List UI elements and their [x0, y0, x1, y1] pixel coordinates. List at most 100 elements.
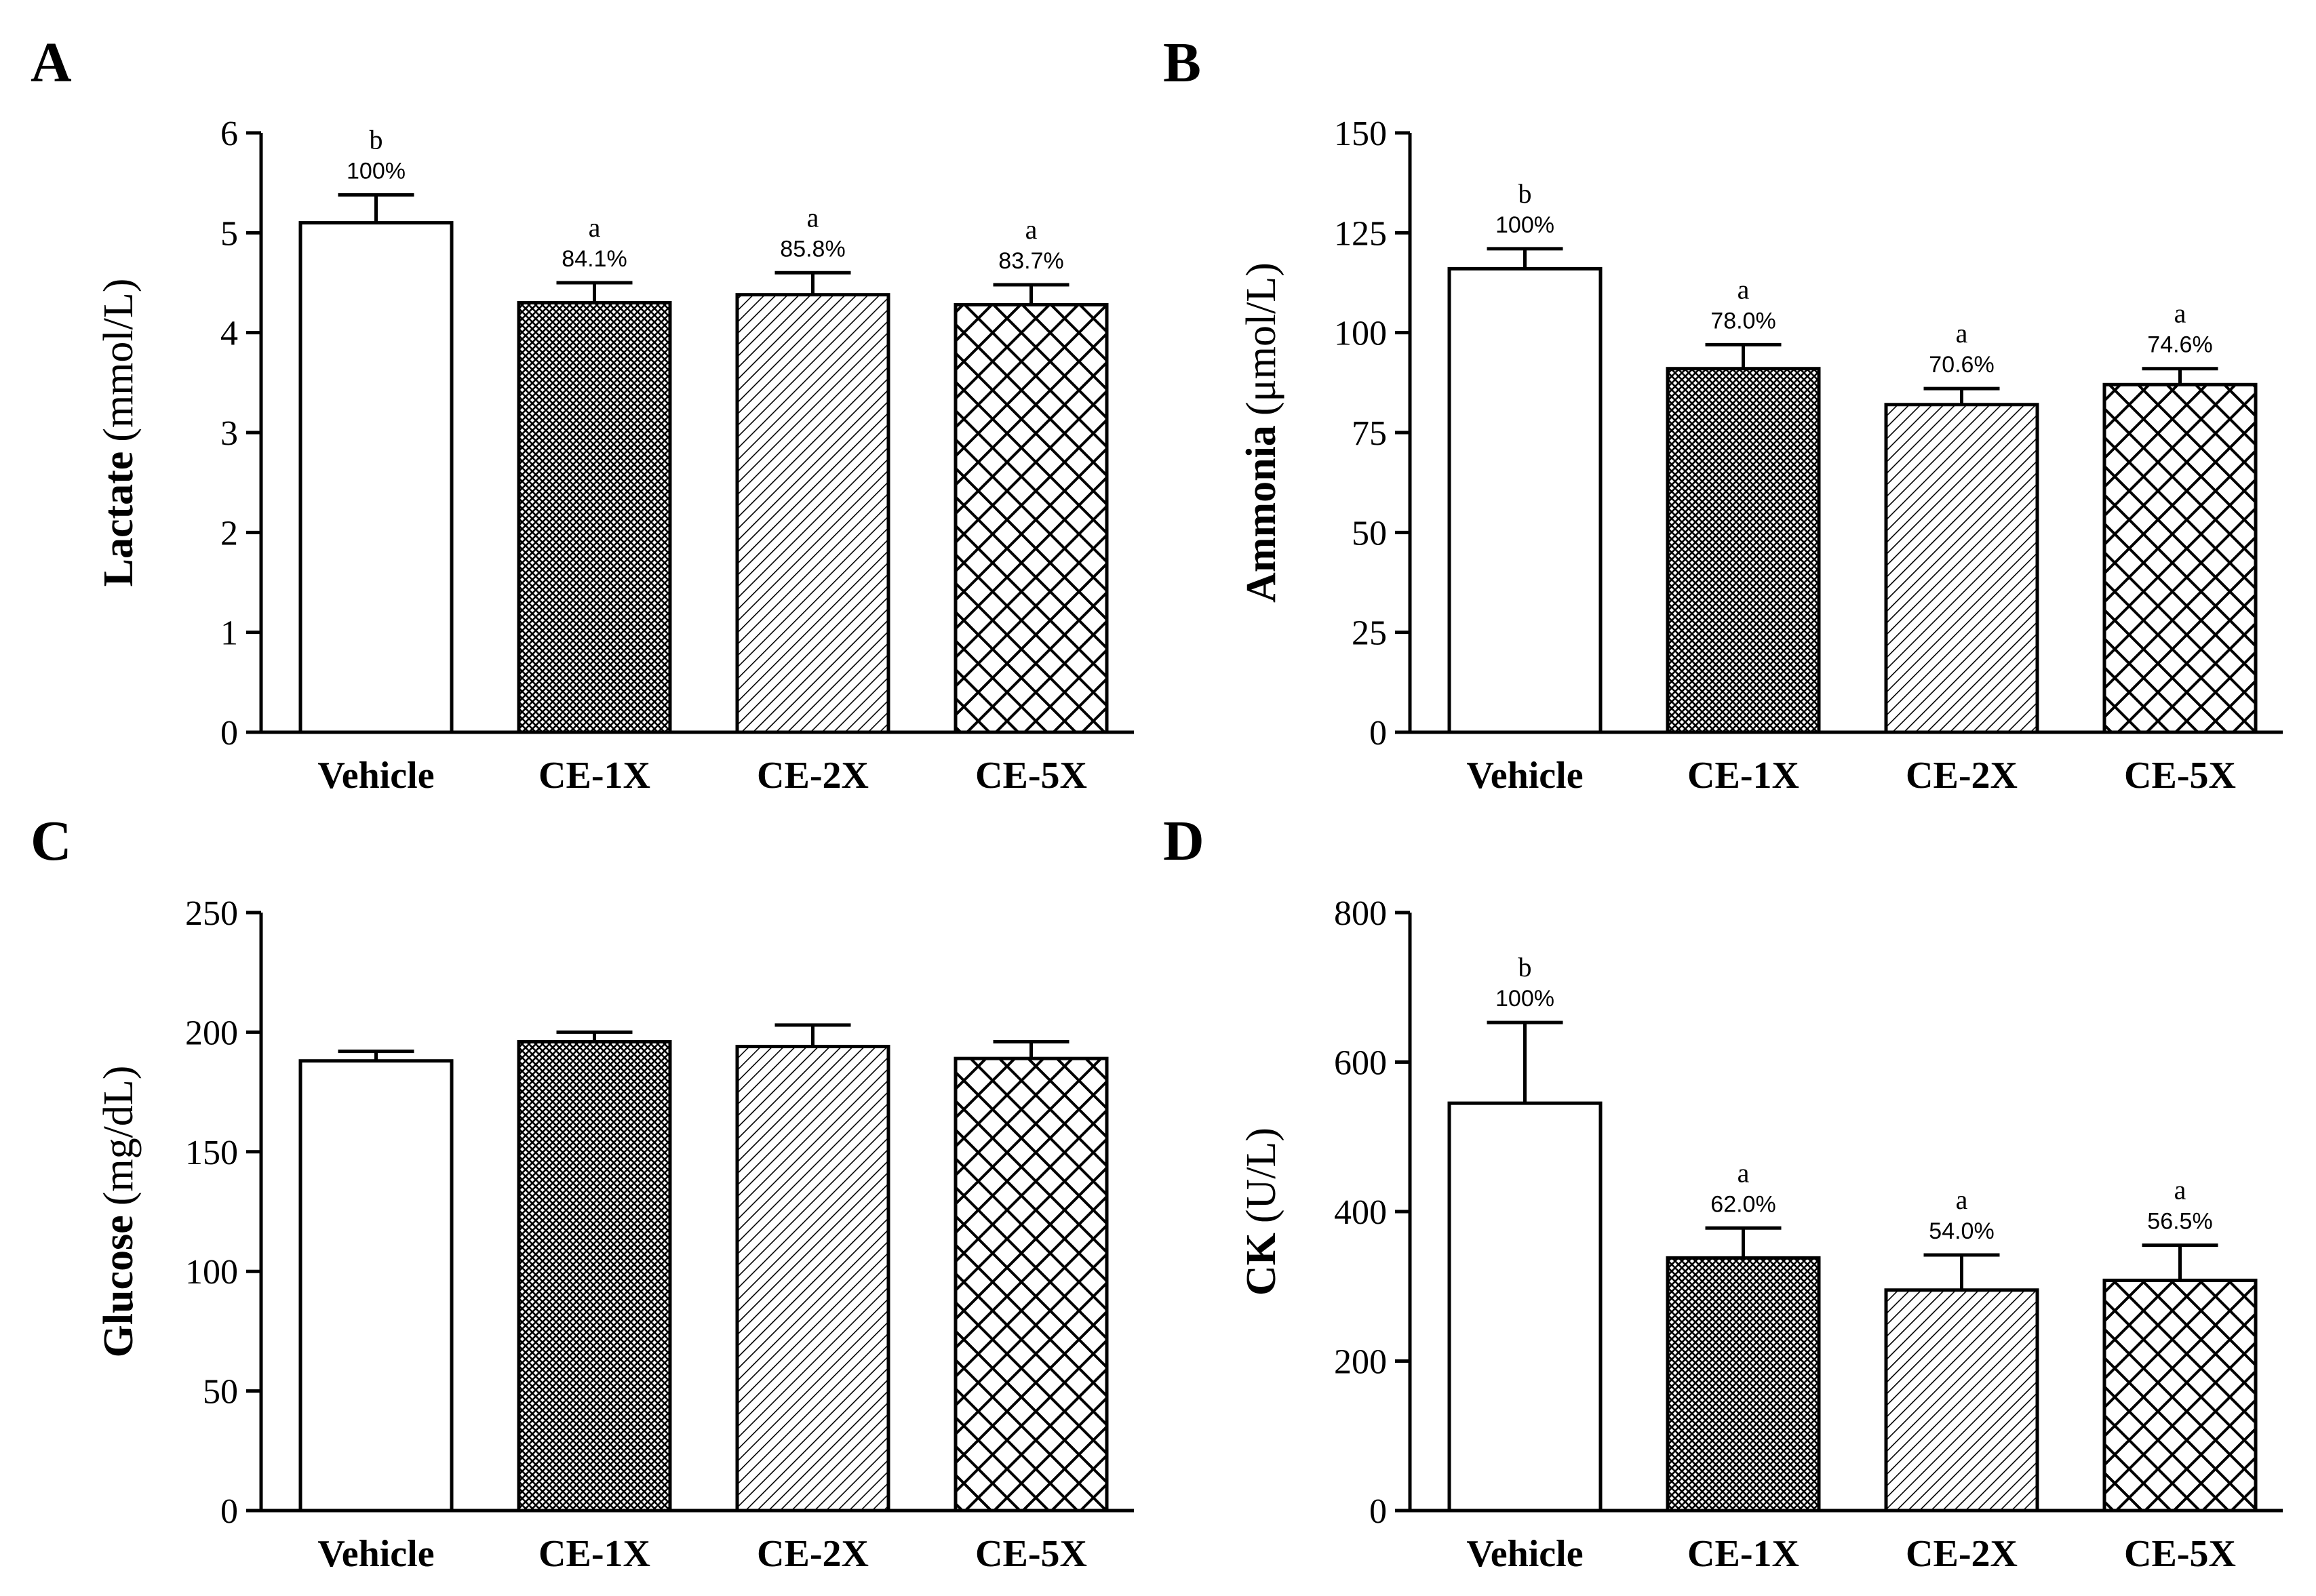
y-tick-label: 800 — [1334, 894, 1387, 933]
y-axis-title: Lactate (mmol/L) — [96, 279, 142, 587]
bar-ce-1x — [1666, 1256, 1821, 1513]
x-category-label: CE-5X — [2124, 755, 2236, 797]
x-category-label: Vehicle — [317, 755, 434, 797]
x-category-label: CE-1X — [538, 1533, 650, 1575]
percent-label: 78.0% — [1710, 308, 1775, 334]
significance-letter: a — [1956, 1184, 1968, 1215]
bar-ce-2x — [735, 1045, 890, 1513]
bar-vehicle — [298, 221, 454, 734]
bar-ce-5x — [2102, 1278, 2258, 1513]
percent-label: 100% — [1495, 986, 1554, 1012]
y-tick-label: 100 — [185, 1253, 238, 1292]
panel-b: B 0 25 50 75 100 125 150 Ammonia (μmol/L) Vehicle 1… — [1163, 31, 2283, 797]
y-axis-title-unit: (mmol/L) — [96, 279, 142, 442]
y-tick-label: 6 — [220, 115, 238, 153]
x-category-label: CE-2X — [757, 1533, 869, 1575]
y-axis-title: Ammonia (μmol/L) — [1238, 262, 1284, 603]
x-category-label: CE-2X — [1906, 755, 2018, 797]
panel-letter: B — [1163, 31, 1201, 94]
bar-ce-2x — [735, 293, 890, 734]
y-tick-label: 25 — [1352, 614, 1387, 653]
x-category-label: CE-1X — [538, 755, 650, 797]
bar-ce-5x — [2102, 382, 2258, 734]
y-tick-label: 250 — [185, 894, 238, 933]
y-axis-title: CK (U/L) — [1238, 1128, 1284, 1296]
panel-letter: A — [31, 31, 72, 94]
y-tick-label: 0 — [220, 1492, 238, 1531]
bar-ce-5x — [954, 302, 1109, 734]
percent-label: 100% — [1495, 212, 1554, 238]
x-category-label: CE-2X — [757, 755, 869, 797]
y-tick-label: 50 — [1352, 514, 1387, 553]
panel-a: A 0 1 2 3 4 5 6 Lactate (mmol/L) Vehicle 100% b CE-1X… — [31, 31, 1134, 797]
y-tick-label: 100 — [1334, 315, 1387, 353]
percent-label: 56.5% — [2147, 1209, 2212, 1235]
significance-letter: a — [2174, 1175, 2186, 1205]
y-axis-title-name: Ammonia — [1238, 425, 1284, 603]
significance-letter: a — [1025, 214, 1038, 245]
bar-vehicle — [1447, 266, 1603, 734]
y-axis-title-unit: (μmol/L) — [1238, 262, 1284, 416]
panel-c: C 0 50 100 150 200 250 Glucose (mg/dL) Vehicle CE-… — [31, 810, 1134, 1575]
significance-letter: a — [2174, 298, 2186, 329]
y-tick-label: 75 — [1352, 414, 1387, 453]
x-category-label: CE-5X — [2124, 1533, 2236, 1575]
significance-letter: a — [589, 212, 601, 243]
y-tick-label: 0 — [1369, 1492, 1387, 1531]
y-tick-label: 3 — [220, 414, 238, 453]
y-tick-label: 1 — [220, 614, 238, 653]
percent-label: 74.6% — [2147, 332, 2212, 358]
x-category-label: Vehicle — [1466, 1533, 1583, 1575]
y-tick-label: 200 — [1334, 1343, 1387, 1382]
significance-letter: a — [1738, 274, 1750, 304]
significance-letter: b — [1518, 952, 1532, 982]
bar-vehicle — [1447, 1101, 1603, 1513]
y-tick-label: 400 — [1334, 1193, 1387, 1232]
x-category-label: CE-2X — [1906, 1533, 2018, 1575]
y-axis-title-unit: (mg/dL) — [96, 1066, 142, 1206]
panel-d: D 0 200 400 600 800 CK (U/L) Vehicle 100% b CE-1X 62… — [1163, 810, 2283, 1575]
percent-label: 100% — [347, 158, 406, 184]
panel-letter: C — [31, 810, 72, 873]
bar-ce-1x — [1666, 367, 1821, 734]
bar-ce-2x — [1884, 403, 2039, 734]
y-tick-label: 150 — [185, 1134, 238, 1172]
x-category-label: CE-5X — [975, 1533, 1087, 1575]
x-category-label: CE-1X — [1687, 755, 1799, 797]
x-category-label: Vehicle — [317, 1533, 434, 1575]
bar-ce-2x — [1884, 1288, 2039, 1513]
y-tick-label: 150 — [1334, 115, 1387, 153]
y-tick-label: 125 — [1334, 214, 1387, 253]
significance-letter: b — [1518, 178, 1532, 209]
y-axis-title-name: Glucose — [96, 1215, 142, 1357]
panel-letter: D — [1163, 810, 1204, 873]
y-tick-label: 600 — [1334, 1044, 1387, 1083]
chart-layer: A 0 1 2 3 4 5 6 Lactate (mmol/L) Vehicle 100% b CE-1X… — [31, 31, 2283, 1575]
y-tick-label: 50 — [203, 1373, 238, 1412]
percent-label: 70.6% — [1929, 352, 1994, 378]
significance-letter: a — [1956, 318, 1968, 348]
significance-letter: b — [370, 124, 383, 155]
x-category-label: CE-1X — [1687, 1533, 1799, 1575]
bar-vehicle — [298, 1059, 454, 1513]
y-tick-label: 0 — [1369, 714, 1387, 753]
y-tick-label: 2 — [220, 514, 238, 553]
percent-label: 83.7% — [998, 248, 1063, 274]
x-category-label: Vehicle — [1466, 755, 1583, 797]
y-axis-title-name: CK — [1238, 1233, 1284, 1296]
y-axis-title-name: Lactate — [96, 452, 142, 587]
y-tick-label: 4 — [220, 315, 238, 353]
bar-ce-5x — [954, 1056, 1109, 1513]
bar-ce-1x — [517, 1040, 672, 1513]
y-tick-label: 0 — [220, 714, 238, 753]
significance-letter: a — [1738, 1157, 1750, 1188]
significance-letter: a — [807, 202, 819, 233]
y-tick-label: 5 — [220, 214, 238, 253]
y-tick-label: 200 — [185, 1014, 238, 1052]
percent-label: 85.8% — [780, 236, 845, 262]
y-axis-title-unit: (U/L) — [1238, 1128, 1284, 1223]
y-axis-title: Glucose (mg/dL) — [96, 1066, 142, 1358]
x-category-label: CE-5X — [975, 755, 1087, 797]
percent-label: 62.0% — [1710, 1191, 1775, 1217]
